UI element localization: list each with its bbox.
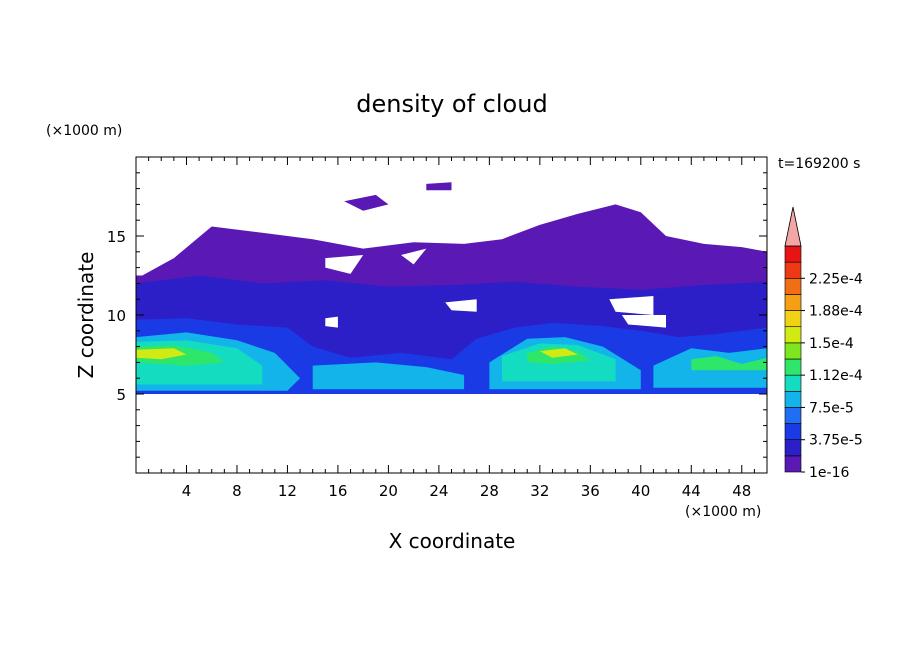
x-tick-label: 12 — [278, 482, 297, 500]
x-tick-label: 32 — [530, 482, 549, 500]
cloud-region-level-4 — [312, 362, 465, 390]
x-tick-label: 20 — [379, 482, 398, 500]
y-axis-label: Z coordinate — [74, 252, 98, 379]
x-tick-label: 8 — [232, 482, 242, 500]
x-tick-label: 16 — [328, 482, 347, 500]
x-tick-label: 48 — [732, 482, 751, 500]
colorbar-label: 1.12e-4 — [809, 368, 863, 384]
x-tick-label: 44 — [682, 482, 701, 500]
colorbar-swatch — [784, 455, 802, 473]
clear-air-gap — [621, 315, 666, 328]
colorbar-swatch — [784, 277, 802, 295]
chart-title: density of cloud — [356, 90, 547, 118]
colorbar-swatch — [784, 407, 802, 424]
y-tick-label: 5 — [116, 386, 126, 404]
colorbar-label: 1.5e-4 — [809, 336, 854, 352]
y-tick-label: 15 — [107, 228, 126, 246]
colorbar-swatch — [784, 294, 802, 311]
cloud-region-level-0 — [344, 194, 389, 211]
clear-air-gap — [325, 316, 338, 328]
colorbar-label: 3.75e-5 — [809, 433, 863, 449]
cloud-region-level-0 — [426, 182, 452, 191]
x-tick-label: 36 — [581, 482, 600, 500]
colorbar-swatch — [784, 439, 802, 457]
cloud-region-level-8 — [136, 348, 187, 360]
x-axis-ticks: 4 8 12 16 20 24 28 32 36 40 44 48 — [148, 157, 755, 500]
colorbar-swatch — [784, 245, 802, 263]
colorbar-label: 2.25e-4 — [809, 271, 863, 287]
colorbar-swatch — [784, 310, 802, 328]
x-tick-label: 4 — [182, 482, 192, 500]
colorbar: 1e-16 3.75e-5 7.5e-5 1.12e-4 1.5e-4 1.88e-4 2.… — [784, 206, 863, 481]
colorbar-label: 1.88e-4 — [809, 304, 863, 320]
colorbar-swatch — [784, 342, 802, 360]
y-unit-label: (×1000 m) — [46, 123, 122, 139]
clear-air-gap — [609, 296, 654, 315]
colorbar-label: 1e-16 — [809, 465, 849, 481]
colorbar-swatch — [784, 390, 802, 408]
clear-air-gap — [325, 255, 364, 274]
x-tick-label: 28 — [480, 482, 499, 500]
colorbar-swatch — [784, 326, 802, 344]
y-tick-label: 10 — [107, 307, 126, 325]
colorbar-swatch — [784, 374, 802, 392]
colorbar-swatch — [784, 423, 802, 441]
cloud-region-level-6 — [691, 356, 767, 371]
plot-area — [136, 182, 767, 394]
x-tick-label: 40 — [631, 482, 650, 500]
x-axis-label: X coordinate — [389, 529, 516, 553]
colorbar-extend-arrow — [784, 206, 802, 247]
colorbar-swatch — [784, 358, 802, 376]
x-tick-label: 24 — [429, 482, 448, 500]
colorbar-swatch — [784, 261, 802, 279]
clear-air-gap — [445, 299, 477, 312]
x-unit-label: (×1000 m) — [685, 504, 761, 520]
colorbar-label: 7.5e-5 — [809, 400, 854, 416]
time-label: t=169200 s — [778, 156, 860, 172]
clear-air-gap — [401, 248, 427, 265]
y-axis-ticks: 5 10 15 — [107, 172, 767, 458]
cloud-region-level-8 — [539, 348, 578, 358]
